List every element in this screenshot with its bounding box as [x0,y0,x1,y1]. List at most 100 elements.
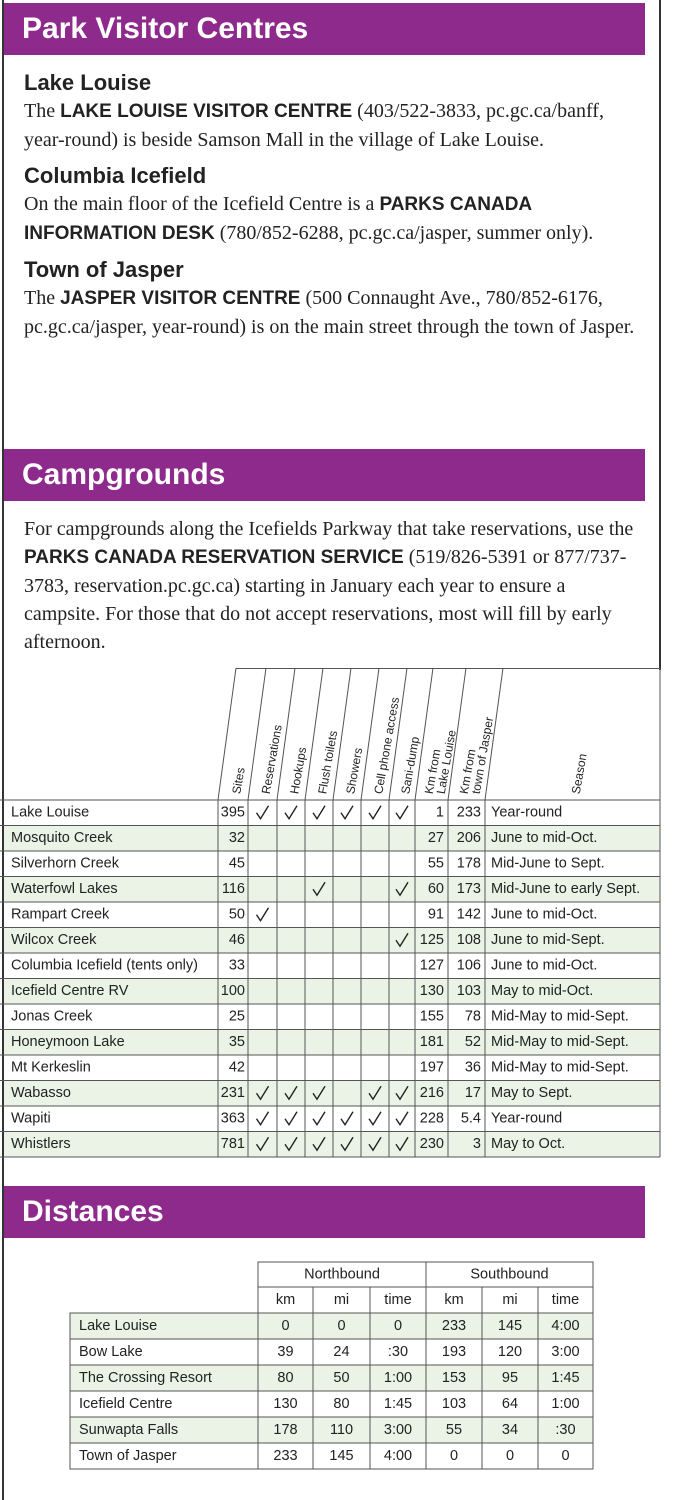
column-header: time [384,1292,411,1308]
cell: 145 [329,1448,353,1464]
sites: 46 [229,932,245,948]
sites: 781 [221,1136,245,1152]
campground-table: Sites Reservations Hookups Flush toilets Sho… [0,668,661,1158]
season: June to mid-Oct. [491,830,597,846]
season: Mid-June to Sept. [491,856,605,872]
checkmark [255,1136,270,1152]
row-shade [4,876,660,902]
header-divider [217,668,237,801]
checkmark [395,1136,409,1152]
subheader-cell [425,1286,483,1314]
cell: 55 [446,1422,462,1438]
cell: 80 [277,1370,293,1386]
cell: 193 [442,1344,466,1360]
text-run: For campgrounds along the Icefields Park… [24,518,634,540]
season: Mid-May to mid-Sept. [491,1009,629,1025]
sites: 42 [229,1060,245,1076]
season: June to mid-Sept. [491,932,605,948]
season: June to mid-Oct. [491,958,597,974]
cell: 4:00 [384,1448,412,1464]
checkmark [284,805,298,821]
km-jasper: 36 [465,1060,481,1076]
subheader-cell [312,1286,371,1314]
bold-run: PARKS CANADA RESERVATION SERVICE [24,547,404,568]
sites: 50 [229,907,245,923]
km-lake-louise: 216 [420,1085,444,1101]
km-jasper: 108 [457,932,481,948]
column-header: Hookups [287,746,309,795]
cell: 130 [273,1396,297,1412]
cell: 80 [333,1396,349,1412]
text-run: The [24,287,61,309]
column-header: Sani-dump [398,735,422,795]
section-banner: Campgrounds [4,449,645,501]
km-lake-louise: 127 [420,958,444,974]
km-lake-louise: 228 [420,1111,444,1127]
km-lake-louise: 230 [420,1136,444,1152]
checkmark [312,1111,326,1127]
campground-name: Rampart Creek [11,907,110,923]
km-lake-louise: 125 [420,932,444,948]
km-jasper: 173 [457,881,481,897]
row-shade [4,1131,660,1157]
sites: 25 [229,1009,245,1025]
checkmark [312,805,326,821]
row-bg [69,1442,594,1470]
km-jasper: 5.4 [461,1111,481,1127]
campground-name: Waterfowl Lakes [11,881,118,897]
group-label: Northbound [304,1266,380,1282]
checkmark [284,1136,298,1152]
paragraph: The JASPER VISITOR CENTRE (500 Connaught… [24,284,644,341]
campgrounds-intro: For campgrounds along the Icefields Park… [24,515,644,664]
campground-name: Icefield Centre RV [11,983,129,999]
row-shade [4,1029,660,1055]
group-header [425,1261,594,1288]
group-label: Southbound [470,1266,548,1282]
checkmark [255,805,270,821]
entry-heading: Lake Louise [24,70,152,95]
bold-run: LAKE LOUISE VISITOR CENTRE [60,101,353,122]
place: Town of Jasper [79,1448,177,1464]
row-shade [4,978,660,1004]
row-bg [69,1364,594,1392]
header-divider [484,668,504,801]
row-bg [69,1416,594,1444]
km-jasper: 206 [457,830,481,846]
campground-name: Columbia Icefield (tents only) [11,958,198,974]
left-border [2,0,4,1500]
row-bg [69,1312,594,1340]
paragraph: For campgrounds along the Icefields Park… [24,515,644,656]
column-header: mi [502,1292,517,1308]
campground-name: Wapiti [11,1111,51,1127]
cell: 178 [273,1422,297,1438]
km-lake-louise: 130 [420,983,444,999]
bold-run: JASPER VISITOR CENTRE [60,288,301,309]
km-jasper: 106 [457,958,481,974]
sites: 35 [229,1034,245,1050]
paragraph: On the main floor of the Icefield Centre… [24,190,644,248]
row-shade [4,927,660,953]
sites: 32 [229,830,245,846]
campground-name: Silverhorn Creek [11,856,120,872]
checkmark [340,1111,354,1127]
season: May to mid-Oct. [491,983,593,999]
header-divider [360,668,380,801]
place: Lake Louise [79,1318,157,1334]
cell: 0 [561,1448,569,1464]
km-jasper: 3 [473,1136,481,1152]
header-divider [447,668,467,801]
column-header: Reservations [259,724,285,795]
km-lake-louise: 27 [428,830,444,846]
season: Mid-May to mid-Sept. [491,1034,629,1050]
place: Sunwapta Falls [79,1422,178,1438]
checkmark [368,1111,382,1127]
checkmark [395,805,409,821]
sites: 100 [221,983,245,999]
cell: 50 [333,1370,349,1386]
sites: 231 [221,1085,245,1101]
cell: 153 [442,1370,466,1386]
sites: 363 [221,1111,245,1127]
column-header: Sites [229,766,247,795]
section-banner: Distances [4,1186,645,1238]
sites: 116 [222,881,245,897]
